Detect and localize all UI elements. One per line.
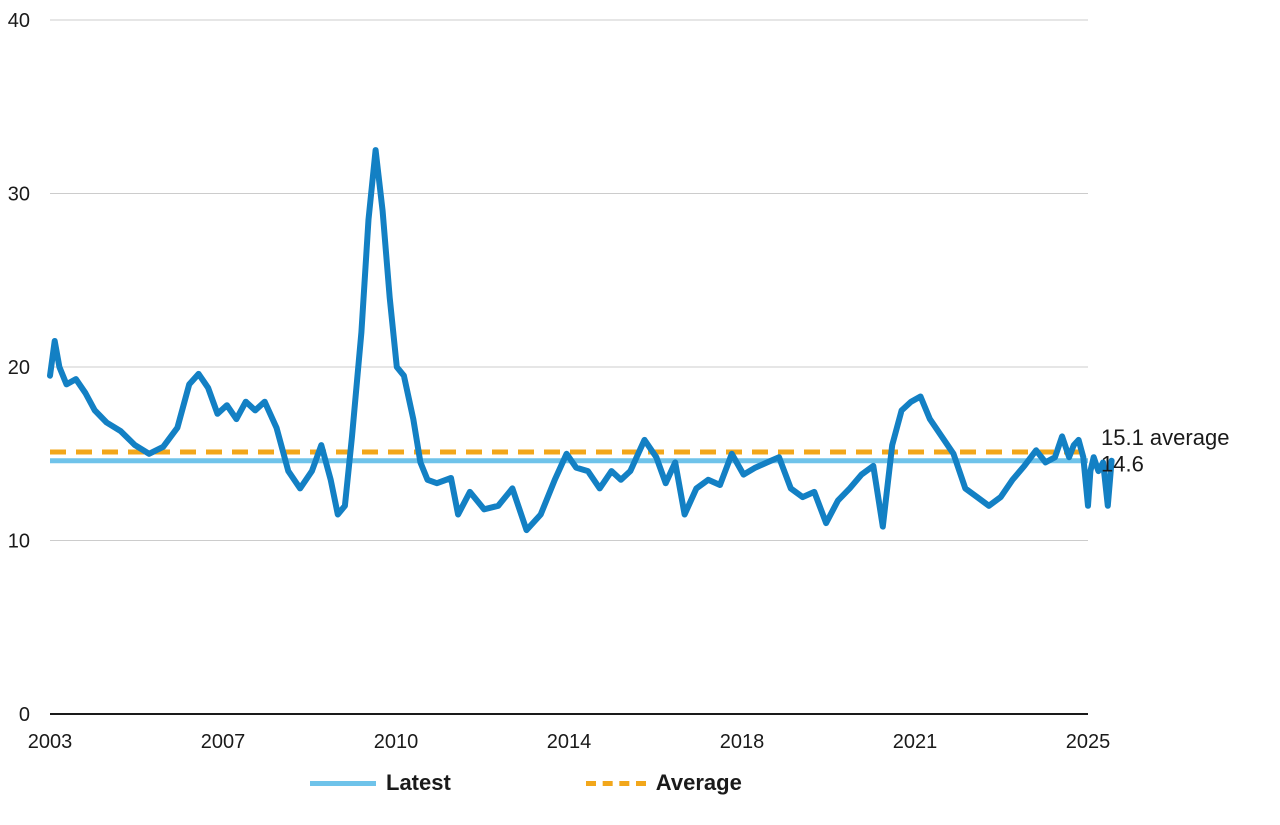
x-tick-label-2003: 2003 (28, 731, 73, 753)
x-tick-label-2018: 2018 (720, 731, 765, 753)
legend-item-latest: Latest (310, 770, 451, 796)
x-axis-ticks: 2003 2007 2010 2014 2018 2021 2025 (28, 731, 1111, 753)
legend-swatch-average (585, 780, 646, 786)
y-tick-label-20: 20 (8, 357, 30, 379)
legend: Latest Average (310, 770, 877, 796)
latest-end-label: 14.6 (1101, 452, 1144, 477)
legend-label-latest: Latest (386, 770, 451, 795)
y-axis-ticks: 0 10 20 30 40 (8, 10, 30, 726)
y-tick-label-40: 40 (8, 10, 30, 32)
legend-item-average: Average (585, 770, 742, 796)
x-tick-label-2007: 2007 (201, 731, 246, 753)
x-tick-label-2010: 2010 (374, 731, 419, 753)
legend-label-average: Average (655, 770, 742, 795)
average-end-label: 15.1 average (1101, 425, 1229, 450)
x-tick-label-2014: 2014 (547, 731, 592, 753)
x-tick-label-2021: 2021 (893, 731, 938, 753)
series-lines (47, 147, 1115, 534)
legend-swatch-latest (310, 780, 376, 786)
gridlines (50, 19, 1088, 541)
x-tick-label-2025: 2025 (1066, 731, 1111, 753)
y-tick-label-30: 30 (8, 184, 30, 206)
series-line-0 (47, 147, 1115, 534)
y-tick-label-10: 10 (8, 531, 30, 553)
y-tick-label-0: 0 (19, 704, 30, 726)
